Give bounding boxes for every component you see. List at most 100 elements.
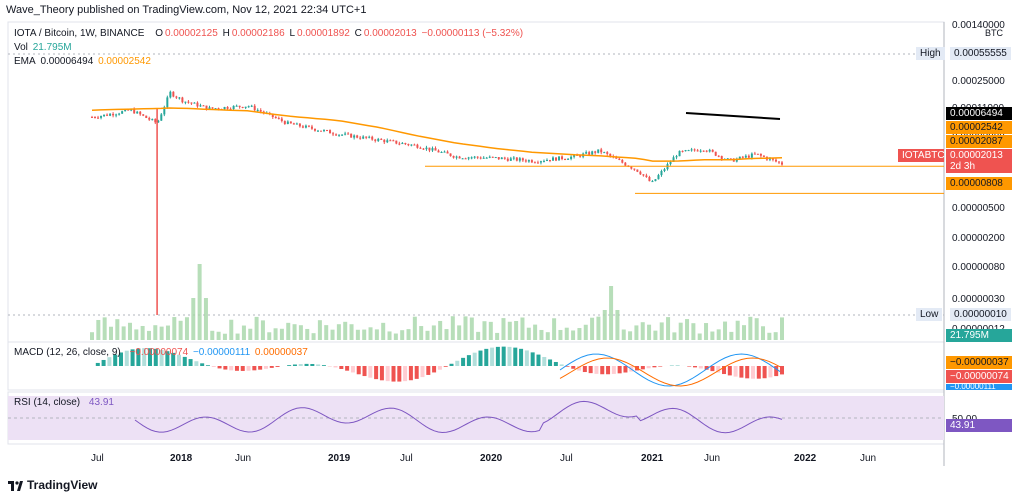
candle-body [157, 120, 160, 123]
candle-body [606, 152, 609, 154]
volume-bar [121, 326, 126, 340]
tradingview-logo-icon [8, 480, 23, 491]
macd-histogram-bar [548, 359, 553, 366]
macd-histogram-bar [553, 361, 558, 366]
candle-body [738, 156, 741, 159]
volume-bar [666, 317, 671, 340]
macd-histogram-bar [449, 363, 454, 366]
volume-bar [406, 329, 411, 340]
candle-body [205, 105, 208, 110]
candle-body [762, 155, 765, 157]
rsi-value: 43.91 [88, 397, 114, 408]
macd-histogram-bar [142, 348, 147, 366]
price-tick-label: 0.00000030 [952, 294, 1005, 306]
macd-histogram-bar [316, 364, 321, 366]
volume-bar [691, 323, 696, 340]
volume-bar [609, 286, 614, 340]
candle-body [313, 128, 316, 131]
candle-body [497, 157, 500, 160]
macd-histogram-bar [246, 366, 251, 371]
tradingview-brand[interactable]: TradingView [8, 478, 97, 492]
candle-body [500, 157, 503, 160]
volume-legend: Vol 21.795M [14, 42, 74, 53]
macd-histogram-bar [739, 366, 744, 378]
brand-name: TradingView [27, 478, 98, 492]
macd-histogram-bar [379, 366, 384, 381]
candle-body [663, 169, 666, 172]
macd-histogram-bar [426, 366, 431, 375]
volume-bar [146, 330, 151, 340]
publisher-line: Wave_Theory published on TradingView.com… [6, 4, 367, 16]
macd-histogram-bar [240, 366, 245, 371]
candle-body [380, 138, 383, 140]
candle-body [705, 150, 708, 152]
ema-label[interactable]: EMA [14, 56, 36, 67]
volume-bar [438, 320, 443, 340]
candle-body [741, 156, 744, 158]
volume-bar [197, 264, 202, 340]
candle-body [115, 114, 118, 116]
ema-value-1: 0.00006494 [40, 56, 94, 67]
macd-histogram-bar [385, 366, 390, 382]
macd-label[interactable]: MACD (12, 26, close, 9) [14, 347, 121, 358]
macd-histogram-bar [658, 366, 663, 367]
candle-body [458, 156, 461, 159]
volume-bar [336, 324, 341, 340]
volume-bar [482, 321, 487, 340]
volume-label[interactable]: Vol [14, 42, 28, 53]
candle-body [545, 159, 548, 161]
candle-body [256, 110, 259, 112]
candle-body [747, 155, 750, 158]
volume-bar [235, 333, 240, 340]
volume-bar [450, 316, 455, 340]
candle-body [310, 126, 313, 129]
volume-bar [127, 322, 132, 340]
candle-body [422, 148, 425, 150]
macd-histogram-bar [762, 366, 767, 379]
symbol-legend: IOTA / Bitcoin, 1W, BINANCE O 0.00002125 … [14, 28, 524, 39]
candle-body [350, 133, 353, 138]
volume-bar [393, 333, 398, 340]
low-label: Low [916, 308, 943, 321]
time-tick-label: 2020 [480, 453, 503, 464]
ema-slow-tag: 0.00006494 [946, 107, 1012, 120]
macd-value-3: 0.00000037 [254, 347, 308, 358]
volume-bar [311, 333, 316, 340]
macd-histogram-bar [194, 361, 199, 366]
candle-body [744, 155, 747, 158]
candle-body [774, 159, 777, 162]
macd-histogram-bar [484, 348, 489, 366]
candle-body [401, 143, 404, 145]
candle-body [377, 138, 380, 141]
candle-body [211, 107, 214, 109]
macd-histogram-bar [333, 366, 338, 368]
macd-histogram-bar [397, 366, 402, 382]
symbol-title[interactable]: IOTA / Bitcoin, 1W, BINANCE [14, 28, 145, 39]
candle-body [187, 101, 190, 103]
ema-value-2: 0.00002542 [98, 56, 151, 67]
symbol-tag: IOTABTC [898, 149, 945, 162]
candle-body [362, 136, 365, 139]
candle-body [316, 130, 319, 132]
volume-bar [400, 330, 405, 340]
macd-histogram-bar [287, 365, 292, 366]
low-value: 0.00000010 [950, 308, 1011, 321]
macd-histogram-bar [611, 366, 616, 374]
volume-bar [596, 316, 601, 340]
candle-body [109, 113, 112, 116]
candle-body [708, 149, 711, 152]
candle-body [383, 139, 386, 143]
volume-bar [203, 298, 208, 340]
volume-bar [286, 322, 291, 340]
rsi-tag: 43.91 [946, 419, 1012, 432]
candle-body [127, 109, 130, 111]
macd-histogram-bar [617, 366, 622, 374]
macd-histogram-bar [640, 366, 645, 370]
candle-body [235, 105, 238, 107]
candle-body [190, 102, 193, 104]
macd-histogram-bar [687, 366, 692, 367]
macd-histogram-bar [710, 366, 715, 372]
rsi-label[interactable]: RSI (14, close) [14, 397, 81, 408]
candle-body [359, 137, 362, 139]
